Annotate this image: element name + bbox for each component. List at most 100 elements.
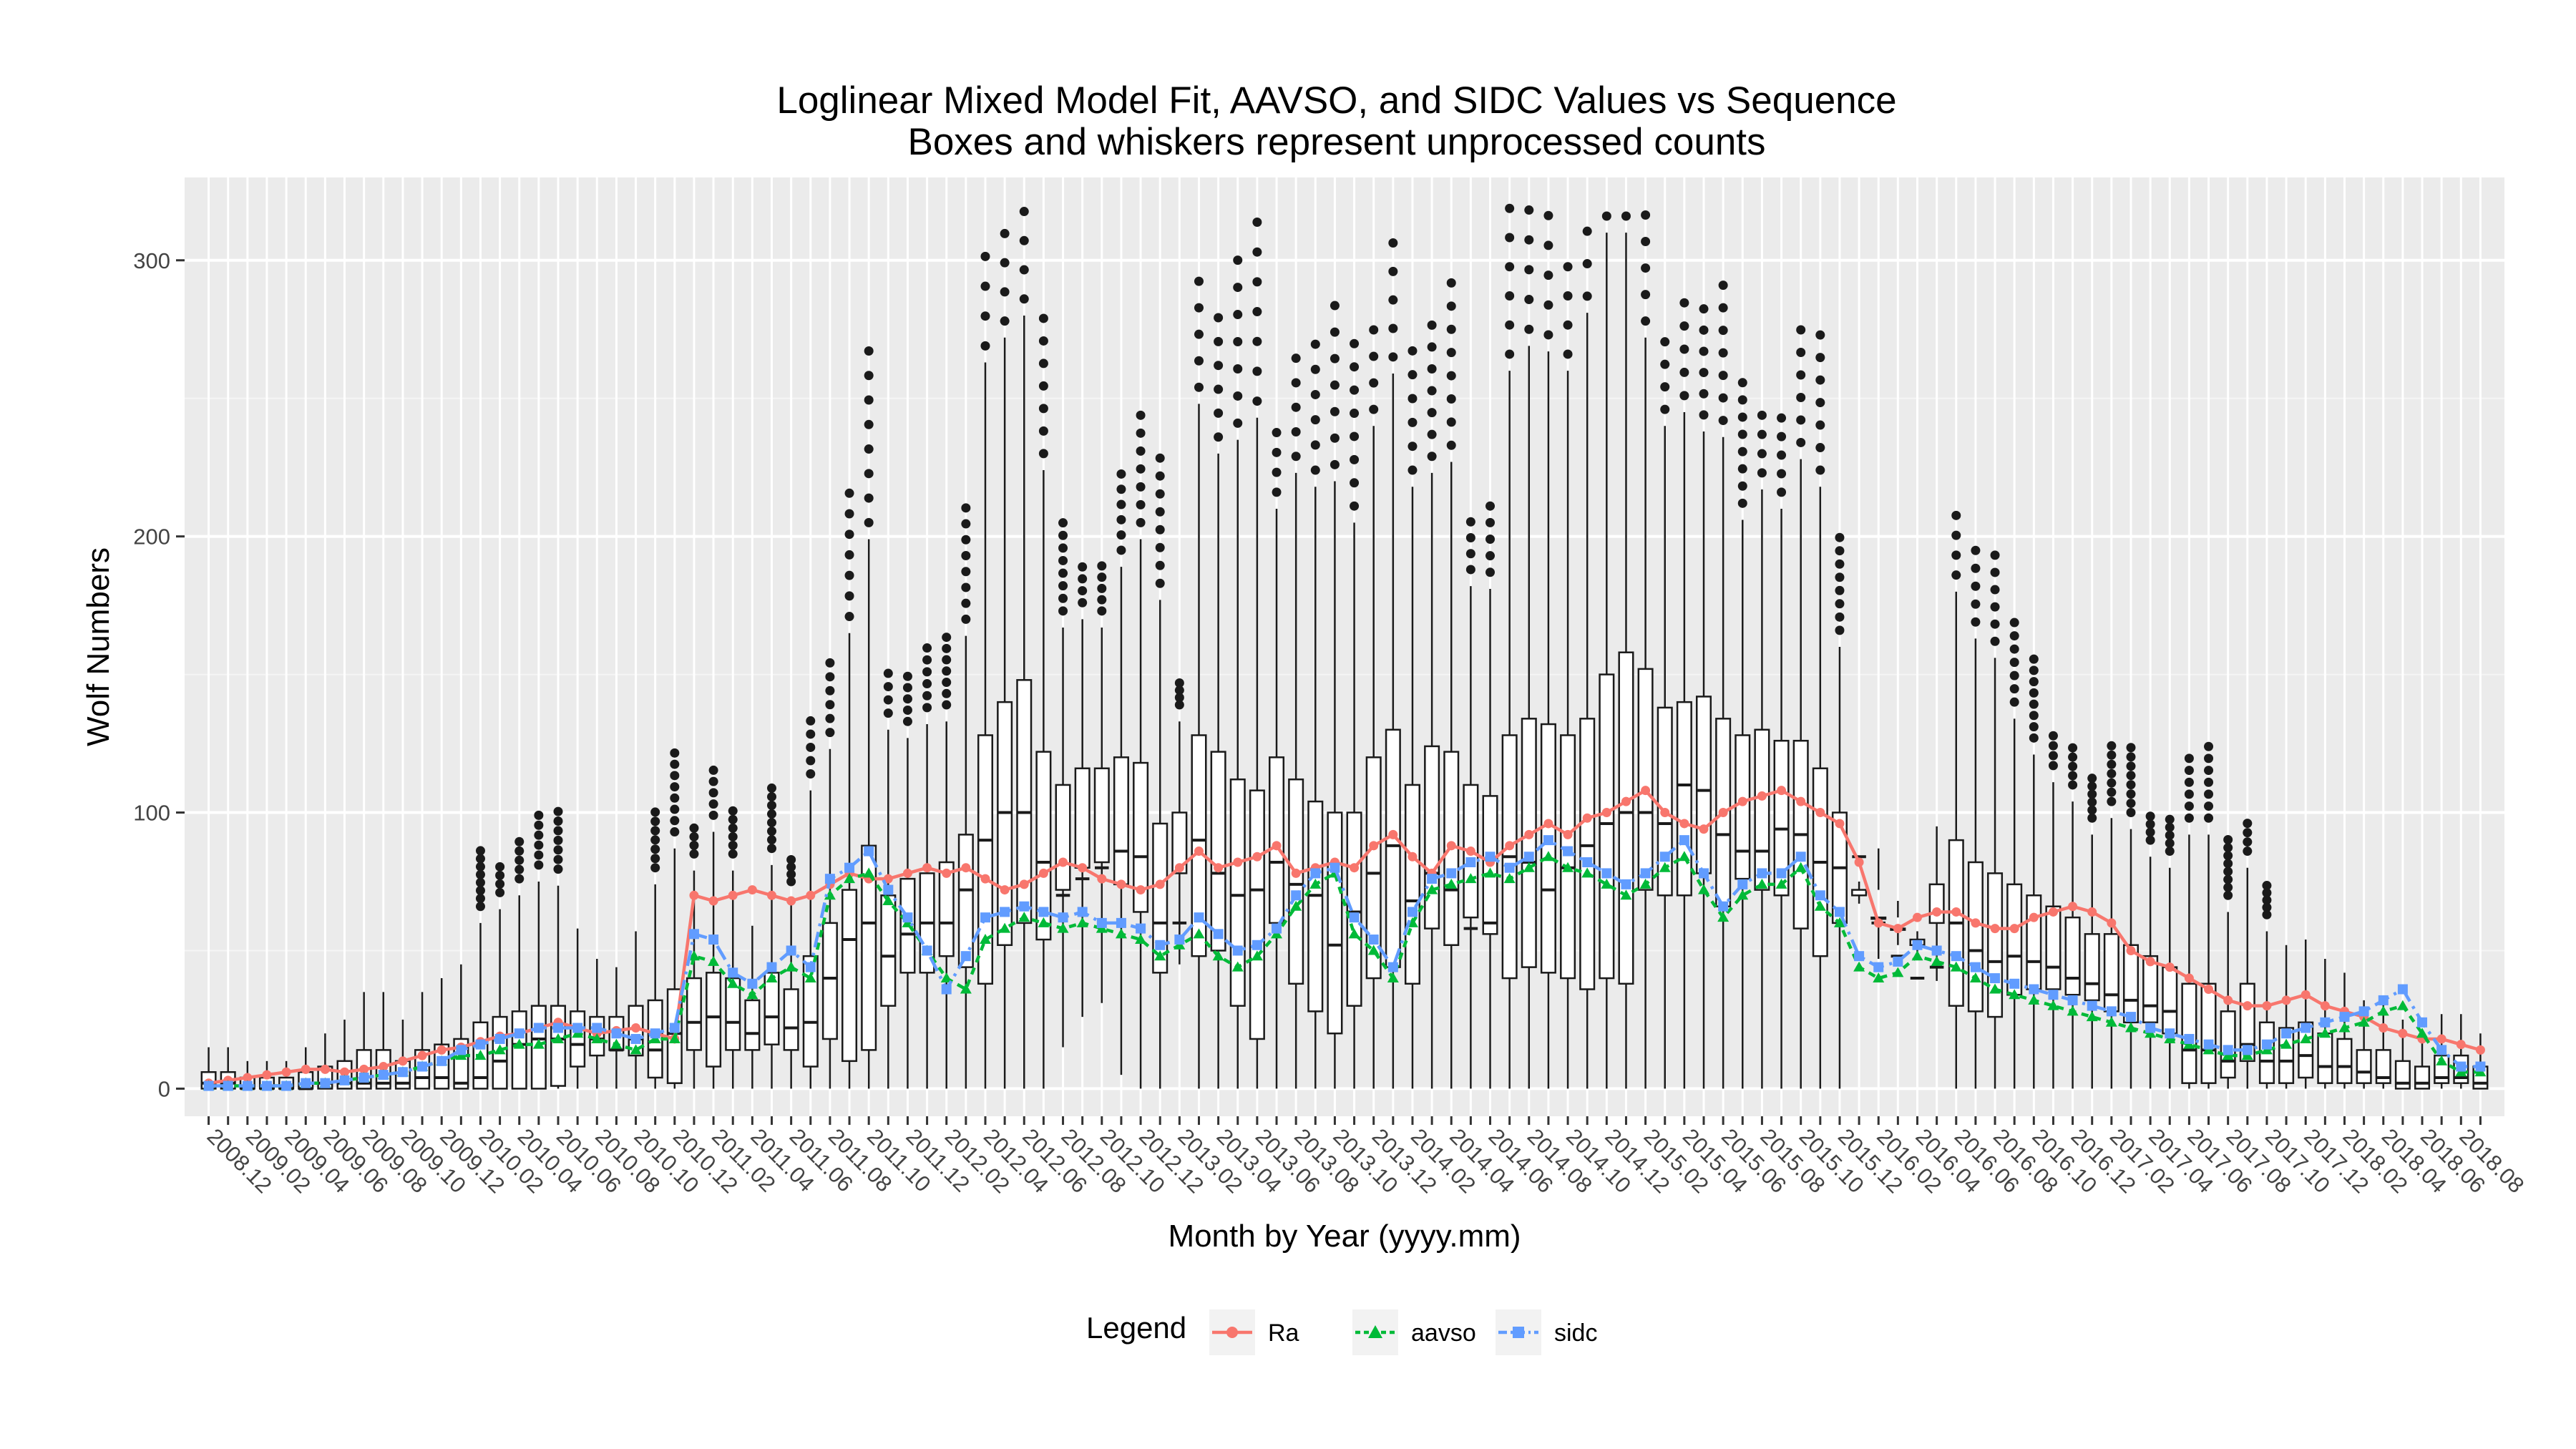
point <box>1951 907 1961 917</box>
point <box>1388 829 1398 839</box>
outlier <box>475 894 485 904</box>
outlier <box>2087 813 2097 823</box>
outlier <box>1407 441 1418 452</box>
outlier <box>2029 711 2039 721</box>
outlier <box>2107 769 2117 779</box>
box <box>2336 972 2353 1089</box>
outlier <box>1563 349 1573 359</box>
outlier <box>1194 356 1204 366</box>
box-body <box>1249 789 1265 1040</box>
outlier <box>2029 677 2039 687</box>
outlier <box>1737 464 1747 474</box>
outlier <box>961 503 971 513</box>
outlier <box>786 877 796 887</box>
point <box>592 1023 602 1033</box>
outlier <box>1272 467 1282 477</box>
point <box>1272 923 1282 934</box>
outlier <box>514 836 525 847</box>
y-tick-label: 0 <box>158 1076 170 1101</box>
outlier <box>2009 631 2019 641</box>
outlier <box>1350 338 1360 348</box>
outlier <box>650 854 660 864</box>
point <box>1446 868 1457 879</box>
point <box>397 1067 408 1078</box>
point <box>2126 945 2136 955</box>
outlier <box>2126 799 2136 809</box>
point <box>2068 902 2078 912</box>
point <box>2107 918 2117 928</box>
outlier <box>825 686 835 696</box>
point <box>630 1033 641 1044</box>
point <box>1990 924 2000 934</box>
point <box>2436 1045 2447 1055</box>
point <box>960 951 971 962</box>
box <box>783 854 799 1089</box>
outlier <box>1699 304 1709 314</box>
box <box>1171 678 1188 965</box>
box <box>1365 325 1382 1089</box>
outlier <box>1427 320 1437 330</box>
outlier <box>1465 565 1475 575</box>
outlier <box>495 870 505 880</box>
outlier <box>2029 722 2039 732</box>
point <box>417 1050 427 1060</box>
y-tick-label: 200 <box>133 525 170 550</box>
point <box>1136 923 1146 934</box>
outlier <box>670 782 680 792</box>
outlier <box>1058 568 1068 578</box>
outlier <box>1737 378 1747 388</box>
outlier <box>864 419 874 429</box>
outlier <box>825 713 835 723</box>
chart-title: Loglinear Mixed Model Fit, AAVSO, and SI… <box>776 79 1896 122</box>
outlier <box>942 633 952 643</box>
outlier <box>2262 909 2272 919</box>
point <box>1523 862 1535 872</box>
point <box>1777 786 1787 796</box>
point <box>2009 989 2021 1000</box>
outlier <box>2068 743 2078 753</box>
box <box>802 716 819 1089</box>
point <box>1698 884 1710 894</box>
outlier <box>2243 828 2253 838</box>
point <box>1639 878 1652 889</box>
point <box>1932 907 1942 917</box>
outlier <box>1116 514 1126 525</box>
outlier <box>2204 741 2214 751</box>
outlier <box>1427 452 1437 462</box>
outlier <box>1194 276 1204 286</box>
box-body <box>2220 1010 2236 1079</box>
point <box>1873 918 1883 928</box>
box-body <box>706 972 722 1068</box>
outlier <box>1233 418 1243 428</box>
outlier <box>2243 847 2253 857</box>
outlier <box>1252 277 1262 287</box>
outlier <box>1465 532 1475 542</box>
outlier <box>1194 382 1204 392</box>
box <box>2084 774 2100 1089</box>
point <box>1815 808 1825 818</box>
legend: Legend Ra aavso sidc <box>1086 1309 1597 1355</box>
point <box>1233 857 1243 867</box>
point <box>203 1080 214 1091</box>
outlier <box>2048 751 2058 761</box>
outlier <box>844 509 854 519</box>
point <box>1795 852 1806 862</box>
box-body <box>1560 734 1576 980</box>
point <box>1912 940 1923 950</box>
outlier <box>1038 426 1048 436</box>
box <box>1948 510 1964 1089</box>
outlier <box>942 678 952 688</box>
box <box>1093 561 1110 1003</box>
point <box>1387 972 1399 983</box>
outlier <box>1990 567 2000 577</box>
box-body <box>2006 883 2023 996</box>
point <box>960 983 972 994</box>
outlier <box>1252 336 1262 346</box>
outlier <box>2048 741 2058 751</box>
outlier <box>1136 482 1146 492</box>
point <box>1213 929 1224 940</box>
outlier <box>1427 429 1437 439</box>
outlier <box>1446 348 1456 358</box>
outlier <box>922 703 932 713</box>
point <box>2378 995 2389 1005</box>
